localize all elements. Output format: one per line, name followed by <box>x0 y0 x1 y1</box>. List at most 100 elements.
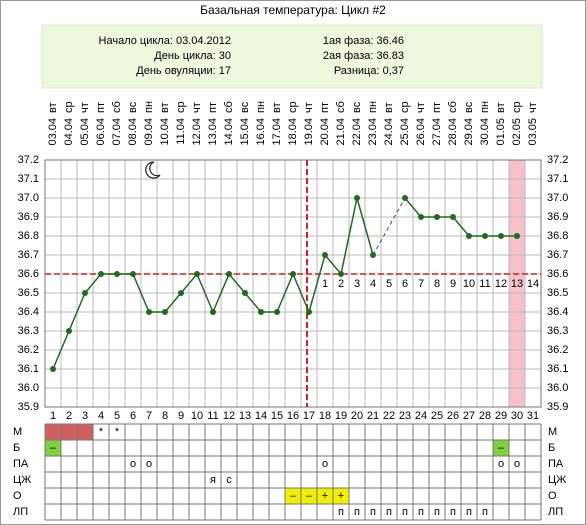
temp-point <box>50 366 56 372</box>
weekday-label: сб <box>111 101 123 113</box>
date-label: 13.04 <box>207 118 219 146</box>
summary-text: Разница: 0,37 <box>334 65 404 77</box>
x-tick-label: 5 <box>114 410 120 422</box>
x-tick-label: 24 <box>415 410 427 422</box>
x-tick-label: 3 <box>82 410 88 422</box>
x-tick-label: 4 <box>98 410 104 422</box>
y-tick-label: 36.4 <box>18 306 39 318</box>
temp-point <box>354 195 360 201</box>
date-label: 29.04 <box>463 118 475 146</box>
date-label: 08.04 <box>127 118 139 146</box>
phase2-day-label: 8 <box>434 278 440 290</box>
date-label: 18.04 <box>287 118 299 146</box>
symptom-mark: о <box>146 458 152 470</box>
symptom-mark: п <box>354 506 360 518</box>
date-label: 02.05 <box>511 118 523 146</box>
x-tick-label: 13 <box>239 410 251 422</box>
date-label: 25.04 <box>399 118 411 146</box>
symptom-fill <box>77 424 93 440</box>
symptom-fill <box>285 488 301 504</box>
summary-text: День овуляции: 17 <box>136 65 231 77</box>
x-tick-label: 27 <box>463 410 475 422</box>
symptom-fill <box>61 424 77 440</box>
weekday-label: чт <box>191 102 203 113</box>
weekday-label: вс <box>239 101 251 113</box>
date-label: 20.04 <box>319 118 331 146</box>
gap-bridge <box>372 197 406 256</box>
phase2-day-label: 10 <box>463 278 475 290</box>
plot-border <box>44 159 542 408</box>
x-tick-label: 15 <box>271 410 283 422</box>
x-tick-label: 21 <box>367 410 379 422</box>
date-label: 15.04 <box>239 118 251 146</box>
y-tick-label: 37.0 <box>18 192 39 204</box>
date-label: 23.04 <box>367 118 379 146</box>
y-tick-label: 35.9 <box>547 401 568 413</box>
y-tick-label: 37.2 <box>547 154 568 166</box>
x-tick-label: 7 <box>146 410 152 422</box>
row-label: ЛП <box>13 506 28 518</box>
phase2-day-label: 14 <box>527 278 539 290</box>
weekday-label: пт <box>207 102 219 113</box>
symptom-mark: п <box>450 506 456 518</box>
symptom-mark: – <box>50 442 57 454</box>
date-label: 03.05 <box>527 118 539 146</box>
y-tick-label: 36.1 <box>18 363 39 375</box>
weekday-label: ср <box>399 101 411 113</box>
date-label: 03.04 <box>47 118 59 146</box>
y-tick-label: 36.9 <box>18 211 39 223</box>
phase2-day-label: 4 <box>370 278 376 290</box>
x-tick-label: 20 <box>351 410 363 422</box>
weekday-label: пн <box>143 101 155 113</box>
row-label: ЦЖ <box>13 474 31 486</box>
temp-point <box>162 309 168 315</box>
x-tick-label: 26 <box>447 410 459 422</box>
weekday-label: вс <box>463 101 475 113</box>
symptom-fill <box>493 440 509 456</box>
temp-point <box>194 271 200 277</box>
temp-point <box>402 195 408 201</box>
temp-point <box>338 271 344 277</box>
date-label: 24.04 <box>383 118 395 146</box>
weekday-label: вс <box>127 101 139 113</box>
date-label: 11.04 <box>175 118 187 145</box>
weekday-label: ср <box>63 101 75 113</box>
temp-point <box>210 309 216 315</box>
symptom-mark: п <box>482 506 488 518</box>
x-tick-label: 18 <box>319 410 331 422</box>
phase2-day-label: 11 <box>479 278 490 290</box>
x-tick-label: 29 <box>495 410 507 422</box>
x-tick-label: 8 <box>162 410 168 422</box>
temp-point <box>146 309 152 315</box>
y-tick-label: 36.2 <box>547 344 568 356</box>
y-tick-label: 36.9 <box>547 211 568 223</box>
row-label: М <box>13 426 22 438</box>
date-label: 21.04 <box>335 118 347 146</box>
symptom-fill <box>45 424 61 440</box>
symptom-mark: + <box>338 490 344 502</box>
x-tick-label: 31 <box>527 410 539 422</box>
symptom-mark: – <box>306 490 313 502</box>
x-tick-label: 16 <box>287 410 299 422</box>
symptom-fill <box>317 488 333 504</box>
temp-point <box>322 252 328 258</box>
moon-icon <box>145 161 161 179</box>
weekday-label: ср <box>287 101 299 113</box>
x-tick-label: 17 <box>303 410 315 422</box>
y-tick-label: 36.2 <box>18 344 39 356</box>
phase2-day-label: 3 <box>354 278 360 290</box>
y-tick-label: 36.8 <box>18 230 39 242</box>
summary-text: Начало цикла: 03.04.2012 <box>99 35 231 47</box>
date-label: 10.04 <box>159 118 171 146</box>
y-tick-label: 37.2 <box>18 154 39 166</box>
symptom-mark: п <box>338 506 344 518</box>
symptom-mark: п <box>370 506 376 518</box>
date-label: 05.04 <box>79 118 91 146</box>
y-tick-label: 35.9 <box>18 401 39 413</box>
temp-point <box>450 214 456 220</box>
weekday-label: сб <box>447 101 459 113</box>
temp-point <box>482 233 488 239</box>
symptom-mark: п <box>402 506 408 518</box>
x-tick-label: 14 <box>255 410 267 422</box>
date-label: 06.04 <box>95 118 107 146</box>
